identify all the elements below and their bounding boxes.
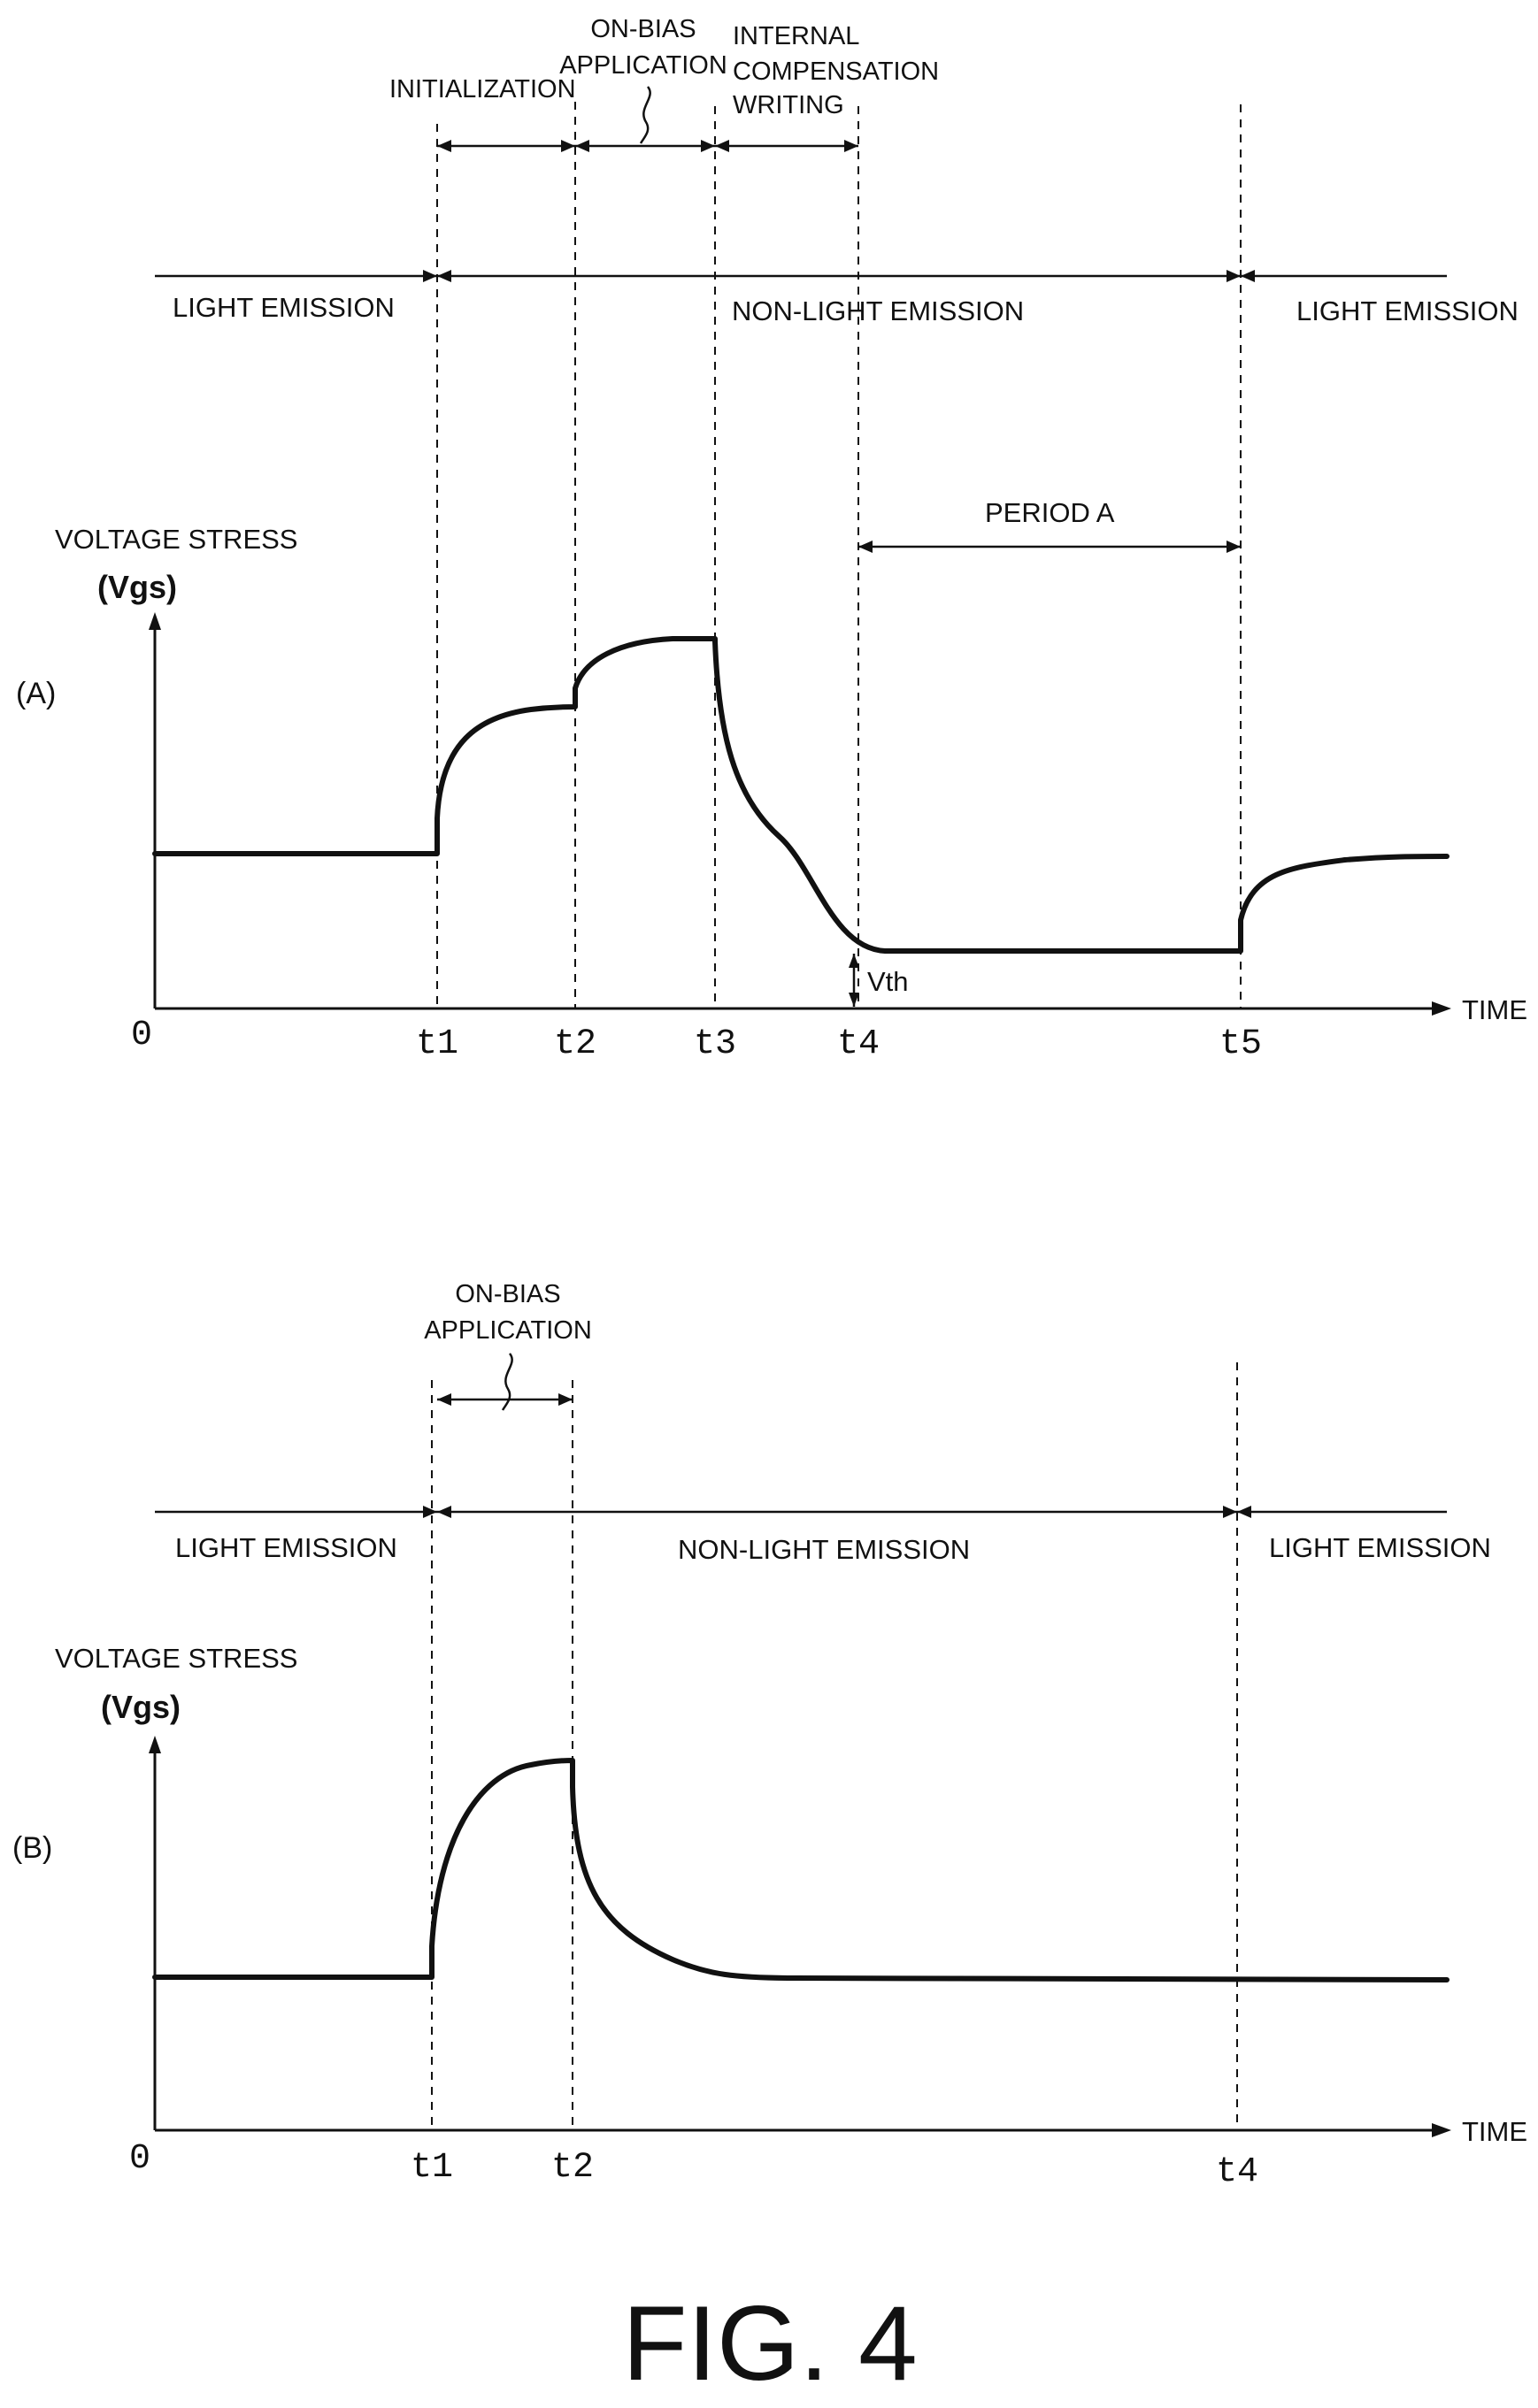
vth-label: Vth [867, 966, 909, 997]
panel-a-guides [436, 102, 1242, 1008]
non-light-emission-label-b: NON-LIGHT EMISSION [678, 1534, 970, 1565]
emission-timeline [155, 270, 1447, 282]
phase-internal-label-line3: WRITING [733, 91, 844, 119]
tick-t5: t5 [1219, 1024, 1262, 1064]
emission-timeline-b [155, 1506, 1447, 1518]
x-axis-label-time: TIME [1462, 994, 1527, 1025]
period-a-label: PERIOD A [985, 497, 1115, 528]
period-a-arrow [858, 541, 1241, 553]
panel-b-vgs-waveform [152, 1758, 1450, 1982]
tick-t1: t1 [416, 1024, 458, 1064]
phase-internal-label-line1: INTERNAL [733, 22, 859, 50]
y-axis-label-vgs-b: (Vgs) [101, 1689, 181, 1725]
phase-on-bias-label-line2-b: APPLICATION [424, 1316, 592, 1345]
non-light-emission-label: NON-LIGHT EMISSION [732, 295, 1024, 326]
phase-on-bias-label-line1-b: ON-BIAS [455, 1280, 560, 1308]
panel-a-vgs-waveform [152, 636, 1450, 954]
panel-b-label: (B) [12, 1831, 52, 1865]
panel-a: INITIALIZATION ON-BIAS APPLICATION INTER… [16, 15, 1527, 1064]
figure-caption: FIG. 4 [622, 2284, 917, 2403]
panel-a-label: (A) [16, 677, 56, 710]
light-emission-label-left: LIGHT EMISSION [173, 292, 395, 323]
y-axis-label-voltage-stress-b: VOLTAGE STRESS [55, 1643, 297, 1674]
panel-b-axes [149, 1736, 1451, 2137]
on-bias-leader-squiggle-b [501, 1353, 513, 1411]
phase-on-bias-label-line2: APPLICATION [559, 51, 727, 80]
light-emission-label-right: LIGHT EMISSION [1296, 295, 1519, 326]
tick-t1-b: t1 [411, 2148, 453, 2188]
panel-b: ON-BIAS APPLICATION LIGHT EMISSION NON-L… [12, 1280, 1527, 2192]
vth-arrow [849, 954, 859, 1007]
tick-t2-b: t2 [551, 2148, 594, 2188]
on-bias-leader-squiggle [639, 86, 651, 144]
y-axis-label-vgs: (Vgs) [97, 569, 177, 605]
x-axis-label-time-b: TIME [1462, 2116, 1527, 2147]
phase-internal-label-line2: COMPENSATION [733, 58, 939, 86]
light-emission-label-right-b: LIGHT EMISSION [1269, 1532, 1491, 1563]
light-emission-label-left-b: LIGHT EMISSION [175, 1532, 397, 1563]
tick-t4-b: t4 [1216, 2152, 1258, 2192]
panel-a-axes [149, 612, 1451, 1016]
tick-t3: t3 [694, 1024, 736, 1064]
tick-t4: t4 [837, 1024, 880, 1064]
phase-initialization-label: INITIALIZATION [389, 75, 576, 104]
panel-b-guides [431, 1362, 1238, 2130]
phase-arrows [437, 140, 858, 152]
tick-t2: t2 [554, 1024, 596, 1064]
origin-label-b: 0 [129, 2139, 150, 2179]
phase-arrows-b [437, 1393, 573, 1406]
origin-label: 0 [131, 1016, 152, 1055]
phase-on-bias-label-line1: ON-BIAS [590, 15, 696, 43]
y-axis-label-voltage-stress: VOLTAGE STRESS [55, 524, 297, 555]
